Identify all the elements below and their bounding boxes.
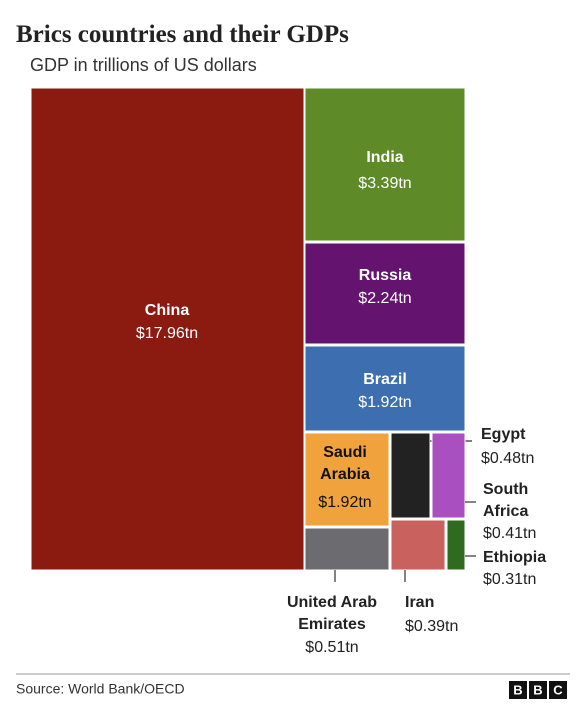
tile xyxy=(390,519,446,571)
value-label: $1.92tn xyxy=(318,494,371,511)
category-label: Ethiopia xyxy=(483,549,546,566)
value-label: $0.39tn xyxy=(405,618,458,635)
logo-box xyxy=(529,681,547,699)
tile xyxy=(30,87,305,571)
value-label: $0.31tn xyxy=(483,571,536,588)
source: Source: World Bank/OECD xyxy=(16,681,185,697)
logo-letter: B xyxy=(533,682,542,697)
chart-subtitle: GDP in trillions of US dollars xyxy=(30,55,257,75)
value-label: $2.24tn xyxy=(358,290,411,307)
category-label: China xyxy=(145,302,190,319)
logo-letter: C xyxy=(553,682,563,697)
category-label: United Arab Emirates xyxy=(287,594,377,633)
tile xyxy=(304,242,466,345)
tile xyxy=(390,432,431,519)
tile xyxy=(304,87,466,242)
category-label: Iran xyxy=(405,594,434,611)
category-label: South Africa xyxy=(483,481,528,520)
tile xyxy=(431,432,466,519)
value-label: $3.39tn xyxy=(358,175,411,192)
value-label: $0.41tn xyxy=(483,525,536,542)
category-label: Saudi Arabia xyxy=(320,444,370,483)
logo-box xyxy=(509,681,527,699)
tile xyxy=(304,432,390,527)
value-label: $1.92tn xyxy=(358,394,411,411)
category-label: Russia xyxy=(359,267,412,284)
tile xyxy=(446,519,466,571)
tile xyxy=(304,527,390,571)
logo-letter: B xyxy=(513,682,522,697)
value-label: $0.51tn xyxy=(305,639,358,656)
value-label: $17.96tn xyxy=(136,325,198,342)
value-label: $0.48tn xyxy=(481,450,534,467)
category-label: Brazil xyxy=(363,371,407,388)
tile xyxy=(304,345,466,432)
logo-box xyxy=(549,681,567,699)
category-label: India xyxy=(366,149,403,166)
chart-title: Brics countries and their GDPs xyxy=(16,21,349,48)
category-label: Egypt xyxy=(481,426,526,443)
